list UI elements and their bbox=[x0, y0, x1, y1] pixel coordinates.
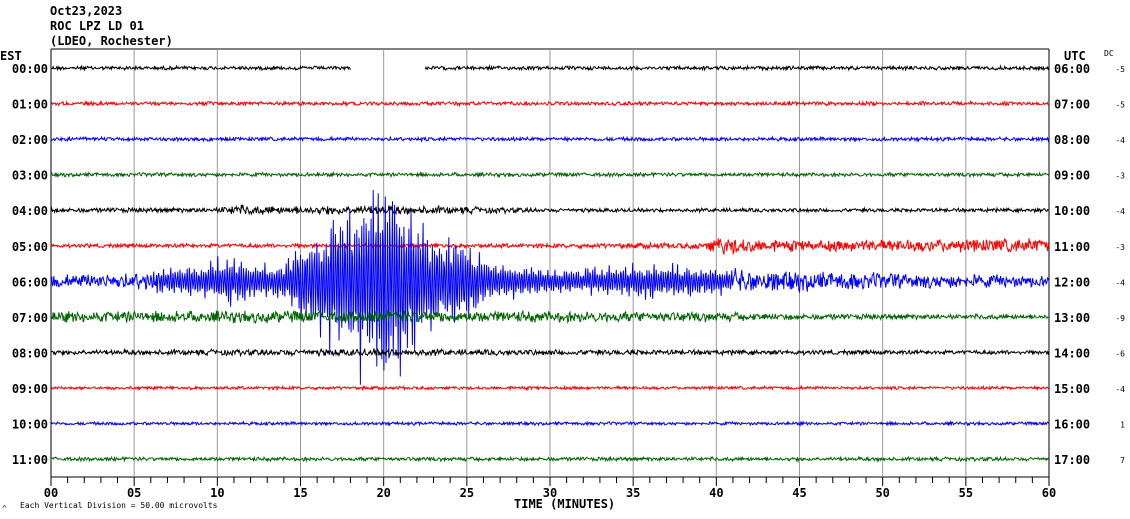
x-tick-label: 00 bbox=[44, 486, 58, 500]
dc-offset-value: -5 bbox=[1115, 65, 1125, 74]
corner-mark: ^ bbox=[2, 504, 7, 513]
x-axis-title: TIME (MINUTES) bbox=[514, 497, 615, 511]
utc-time-label: 15:00 bbox=[1054, 382, 1090, 396]
dc-offset-value: -3 bbox=[1115, 172, 1125, 181]
est-time-label: 06:00 bbox=[12, 275, 48, 289]
dc-offset-value: -9 bbox=[1115, 314, 1125, 323]
est-time-label: 02:00 bbox=[12, 133, 48, 147]
utc-time-label: 11:00 bbox=[1054, 240, 1090, 254]
est-time-label: 05:00 bbox=[12, 240, 48, 254]
x-tick-label: 15 bbox=[293, 486, 307, 500]
utc-time-label: 07:00 bbox=[1054, 98, 1090, 112]
seismic-trace-0000 bbox=[50, 64, 1050, 72]
x-tick-label: 60 bbox=[1042, 486, 1056, 500]
dc-offset-value: -4 bbox=[1115, 207, 1125, 216]
dc-offset-value: 1 bbox=[1120, 421, 1125, 430]
chart-date: Oct23,2023 bbox=[50, 4, 123, 18]
x-tick-label: 20 bbox=[376, 486, 390, 500]
utc-time-label: 16:00 bbox=[1054, 418, 1090, 432]
chart-network: (LDEO, Rochester) bbox=[50, 34, 173, 48]
est-time-label: 04:00 bbox=[12, 204, 48, 218]
est-time-label: 07:00 bbox=[12, 311, 48, 325]
x-tick-label: 40 bbox=[709, 486, 723, 500]
x-tick-label: 50 bbox=[875, 486, 889, 500]
seismic-trace-0200 bbox=[50, 135, 1050, 143]
utc-time-label: 17:00 bbox=[1054, 453, 1090, 467]
dc-offset-value: -5 bbox=[1115, 101, 1125, 110]
est-axis-label: EST bbox=[0, 49, 22, 63]
seismic-trace-1000 bbox=[50, 420, 1050, 428]
dc-offset-value: -6 bbox=[1115, 349, 1125, 358]
x-tick-label: 55 bbox=[959, 486, 973, 500]
x-tick-label: 10 bbox=[210, 486, 224, 500]
seismic-trace-0600 bbox=[50, 189, 1050, 385]
seismic-trace-1100 bbox=[50, 455, 1050, 463]
dc-offset-value: -3 bbox=[1115, 243, 1125, 252]
dc-offset-value: 7 bbox=[1120, 456, 1125, 465]
dc-offset-value: -4 bbox=[1115, 385, 1125, 394]
dc-label: DC bbox=[1104, 49, 1114, 58]
est-time-label: 01:00 bbox=[12, 98, 48, 112]
seismic-trace-0900 bbox=[50, 384, 1050, 392]
est-time-label: 10:00 bbox=[12, 418, 48, 432]
seismic-trace-0500 bbox=[50, 238, 1050, 256]
utc-time-label: 14:00 bbox=[1054, 346, 1090, 360]
scale-note: Each Vertical Division = 50.00 microvolt… bbox=[20, 501, 218, 510]
est-time-label: 08:00 bbox=[12, 346, 48, 360]
utc-time-label: 13:00 bbox=[1054, 311, 1090, 325]
x-tick-label: 45 bbox=[792, 486, 806, 500]
utc-time-label: 06:00 bbox=[1054, 62, 1090, 76]
est-time-label: 00:00 bbox=[12, 62, 48, 76]
utc-time-label: 10:00 bbox=[1054, 204, 1090, 218]
utc-axis-label: UTC bbox=[1064, 49, 1086, 63]
dc-offset-value: -4 bbox=[1115, 136, 1125, 145]
seismic-trace-0100 bbox=[50, 99, 1050, 108]
utc-time-label: 08:00 bbox=[1054, 133, 1090, 147]
x-tick-label: 05 bbox=[127, 486, 141, 500]
seismic-trace-0800 bbox=[50, 347, 1050, 358]
utc-time-label: 12:00 bbox=[1054, 275, 1090, 289]
est-time-label: 03:00 bbox=[12, 169, 48, 183]
x-tick-label: 25 bbox=[460, 486, 474, 500]
est-time-label: 11:00 bbox=[12, 453, 48, 467]
seismic-trace-0400 bbox=[50, 204, 1050, 216]
x-tick-label: 35 bbox=[626, 486, 640, 500]
chart-station: ROC LPZ LD 01 bbox=[50, 19, 144, 33]
utc-time-label: 09:00 bbox=[1054, 169, 1090, 183]
est-time-label: 09:00 bbox=[12, 382, 48, 396]
seismic-trace-0700 bbox=[50, 309, 1050, 325]
x-tick-label: 30 bbox=[543, 486, 557, 500]
dc-offset-value: -4 bbox=[1115, 278, 1125, 287]
seismic-trace-0300 bbox=[50, 170, 1050, 179]
